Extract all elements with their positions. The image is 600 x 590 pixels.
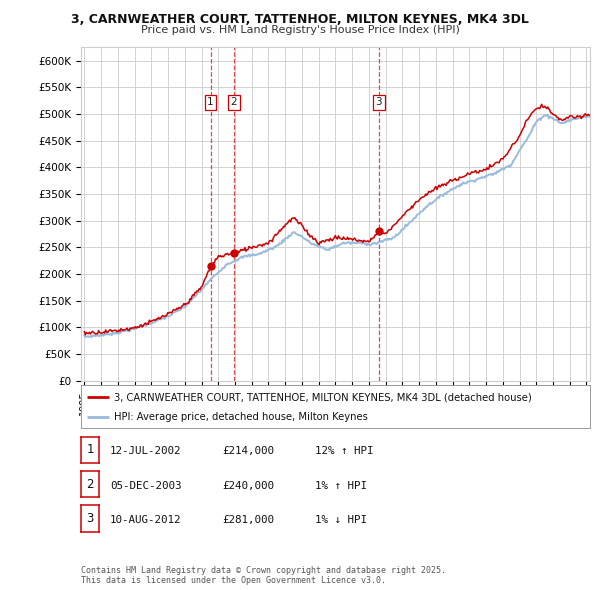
Text: £214,000: £214,000 [222,446,274,456]
Text: 1% ↓ HPI: 1% ↓ HPI [315,514,367,525]
Text: 3, CARNWEATHER COURT, TATTENHOE, MILTON KEYNES, MK4 3DL: 3, CARNWEATHER COURT, TATTENHOE, MILTON … [71,13,529,26]
Text: 1: 1 [207,97,214,107]
Text: 10-AUG-2012: 10-AUG-2012 [110,514,181,525]
Text: 12-JUL-2002: 12-JUL-2002 [110,446,181,456]
Text: 05-DEC-2003: 05-DEC-2003 [110,480,181,490]
Text: 3, CARNWEATHER COURT, TATTENHOE, MILTON KEYNES, MK4 3DL (detached house): 3, CARNWEATHER COURT, TATTENHOE, MILTON … [114,392,532,402]
Text: Contains HM Land Registry data © Crown copyright and database right 2025.
This d: Contains HM Land Registry data © Crown c… [81,566,446,585]
Text: 3: 3 [376,97,382,107]
Text: Price paid vs. HM Land Registry's House Price Index (HPI): Price paid vs. HM Land Registry's House … [140,25,460,35]
Text: HPI: Average price, detached house, Milton Keynes: HPI: Average price, detached house, Milt… [114,412,368,422]
Text: 2: 2 [230,97,237,107]
Text: 12% ↑ HPI: 12% ↑ HPI [315,446,373,456]
Text: 2: 2 [86,478,94,491]
Text: £281,000: £281,000 [222,514,274,525]
Text: 1: 1 [86,444,94,457]
Text: 3: 3 [86,512,94,525]
Text: 1% ↑ HPI: 1% ↑ HPI [315,480,367,490]
Text: £240,000: £240,000 [222,480,274,490]
